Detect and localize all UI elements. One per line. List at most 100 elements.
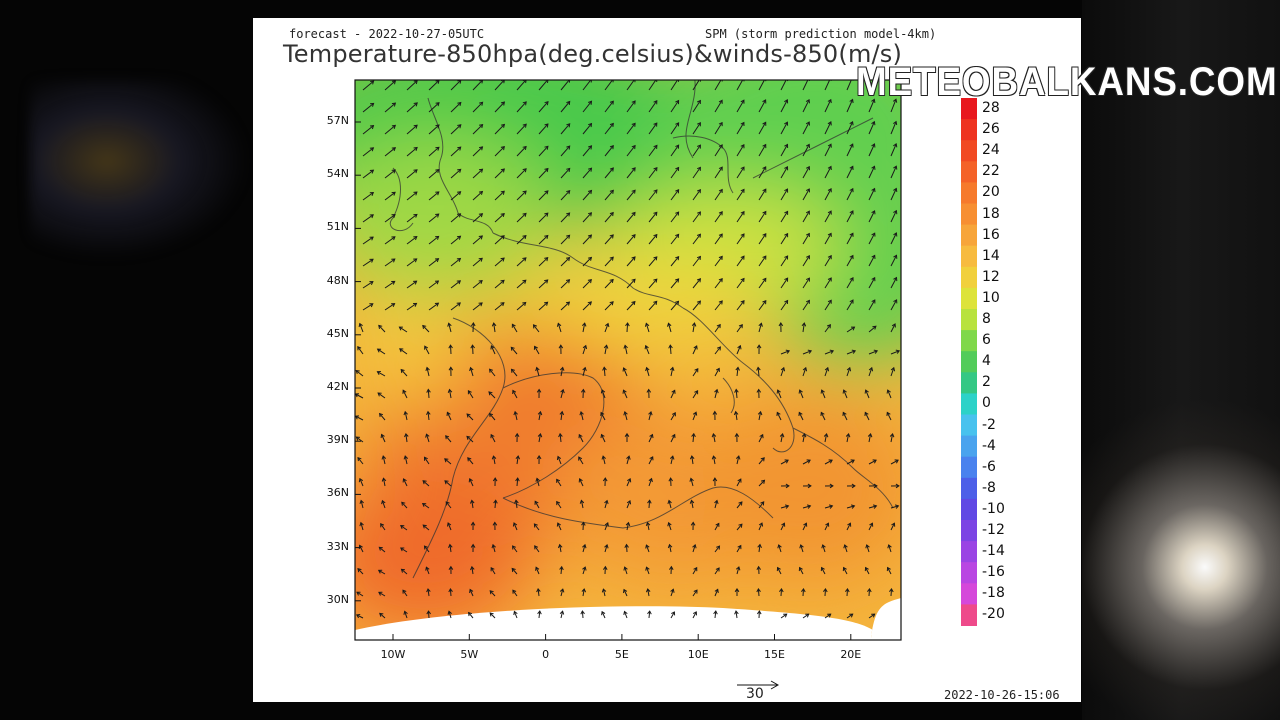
wind-arrow-head — [871, 143, 876, 148]
wind-arrow-head — [712, 410, 718, 415]
wind-arrow — [648, 456, 654, 465]
colorbar-label: 0 — [982, 395, 991, 412]
wind-arrow-head — [513, 410, 518, 416]
wind-arrow-head — [762, 143, 767, 149]
wind-arrow-head — [544, 167, 549, 173]
wind-arrow — [846, 80, 853, 91]
wind-arrow-head — [426, 610, 431, 615]
colorbar-label: 22 — [982, 163, 1000, 180]
wind-arrow-head — [381, 499, 386, 505]
wind-arrow — [582, 566, 586, 575]
wind-arrow-head — [842, 566, 847, 572]
wind-arrow — [560, 101, 571, 113]
wind-arrow-head — [556, 478, 561, 483]
wind-arrow-head — [807, 483, 812, 489]
wind-arrow-head — [671, 433, 676, 439]
wind-arrow — [670, 611, 675, 619]
wind-arrow — [868, 522, 873, 531]
wind-arrow-head — [578, 478, 583, 483]
wind-arrow — [428, 124, 440, 135]
wind-arrow — [714, 389, 718, 399]
wind-arrow-head — [667, 521, 672, 527]
wind-arrow-head — [500, 257, 505, 262]
wind-arrow — [534, 523, 540, 531]
wind-arrow — [468, 612, 474, 619]
wind-arrow — [538, 411, 541, 421]
wind-arrow-head — [851, 483, 856, 489]
wind-arrow-head — [435, 146, 440, 151]
wind-arrow-head — [623, 566, 628, 571]
wind-arrow — [560, 80, 571, 91]
wind-arrow-head — [735, 366, 740, 371]
wind-arrow-head — [827, 299, 832, 304]
wind-arrow — [472, 101, 483, 113]
wind-arrow-head — [631, 100, 636, 105]
wind-arrow — [824, 210, 832, 223]
wind-arrow-head — [532, 324, 537, 329]
wind-arrow-head — [712, 477, 718, 482]
wind-arrow — [890, 188, 897, 201]
wind-arrow — [802, 613, 809, 619]
wind-arrow — [868, 505, 877, 509]
wind-arrow — [538, 168, 549, 179]
wind-arrow-head — [609, 122, 614, 127]
wind-arrow-head — [694, 390, 699, 395]
wind-arrow-head — [827, 165, 832, 171]
wind-arrow — [758, 122, 767, 135]
wind-arrow-head — [435, 235, 440, 240]
wind-arrow-head — [843, 544, 848, 549]
wind-arrow — [780, 613, 787, 619]
wind-arrow — [556, 479, 562, 487]
wind-arrow — [362, 147, 374, 157]
wind-arrow-head — [522, 301, 527, 306]
wind-arrow — [887, 567, 892, 575]
wind-arrow-head — [426, 410, 431, 416]
wind-arrow-head — [758, 522, 764, 527]
wind-arrow — [448, 611, 452, 619]
wind-arrow-head — [488, 391, 493, 396]
wind-arrow-head — [556, 522, 561, 527]
wind-arrow-head — [444, 480, 449, 485]
wind-arrow — [450, 124, 462, 135]
wind-arrow — [536, 367, 540, 377]
wind-arrow-head — [500, 279, 505, 284]
longitude-label: 5W — [460, 648, 479, 661]
wind-arrow-head — [400, 525, 405, 529]
wind-arrow — [778, 544, 782, 553]
wind-arrow — [648, 189, 658, 201]
wind-arrow — [560, 367, 564, 377]
wind-arrow-head — [609, 144, 614, 150]
colorbar-label: -10 — [982, 500, 1005, 517]
wind-arrow — [802, 255, 810, 267]
wind-arrow — [538, 257, 549, 267]
wind-arrow-head — [696, 278, 701, 283]
wind-arrow — [538, 101, 549, 113]
wind-arrow — [515, 500, 518, 509]
wind-arrow — [824, 350, 834, 355]
wind-arrow — [604, 345, 608, 355]
wind-arrow-head — [631, 167, 636, 172]
wind-arrow — [516, 302, 527, 311]
wind-arrow-head — [537, 610, 542, 615]
wind-arrow — [780, 211, 789, 223]
wind-arrow — [890, 433, 894, 443]
wind-arrow — [384, 125, 396, 135]
wind-arrow-head — [447, 322, 452, 327]
wind-arrow — [624, 345, 628, 355]
wind-arrow — [714, 300, 723, 311]
wind-arrow-head — [805, 613, 810, 618]
wind-arrow-head — [413, 102, 418, 107]
wind-arrow — [472, 168, 483, 179]
colorbar-swatch — [961, 414, 977, 437]
wind-arrow — [582, 323, 586, 333]
wind-arrow — [714, 278, 723, 289]
colorbar-label: -12 — [982, 522, 1005, 538]
wind-arrow-head — [582, 366, 587, 372]
wind-arrow — [714, 233, 723, 245]
latitude-label: 57N — [326, 114, 349, 127]
wind-arrow-head — [886, 411, 891, 416]
wind-arrow — [824, 324, 831, 333]
wind-arrow — [890, 277, 897, 289]
wind-arrow-head — [631, 189, 636, 194]
wind-arrow-head — [623, 588, 628, 594]
